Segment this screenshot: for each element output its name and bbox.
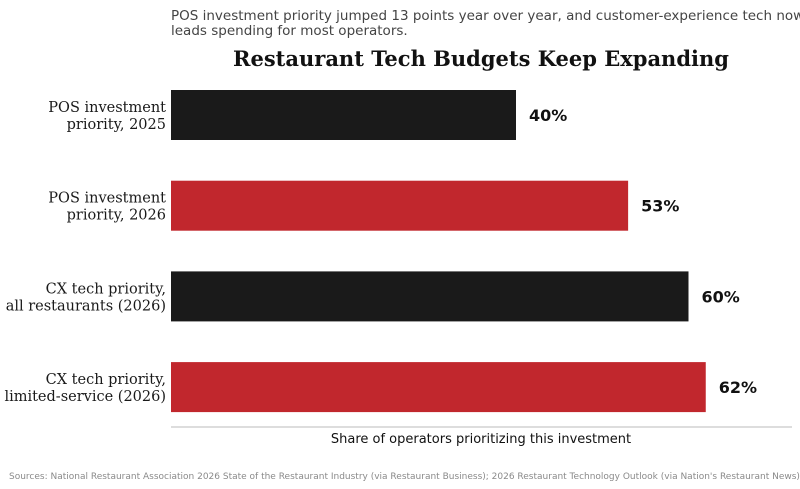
value-label-4: 62% [719,378,757,397]
chart-subtitle-line-1: POS investment priority jumped 13 points… [171,8,800,24]
value-label-1: 40% [529,106,567,125]
chart-subtitle-line-2: leads spending for most operators. [171,23,408,39]
source-note: Sources: National Restaurant Association… [9,472,800,482]
category-label-2-line-1: POS investment [48,191,166,207]
category-label-4-line-2: limited-service (2026) [4,389,166,405]
bar-2 [171,180,629,231]
category-label-1-line-1: POS investment [48,100,166,116]
chart-title: Restaurant Tech Budgets Keep Expanding [233,46,729,71]
category-label-2-line-2: priority, 2026 [67,208,166,224]
value-label-3: 60% [702,287,740,306]
category-label-3-line-2: all restaurants (2026) [6,298,166,314]
category-label-3-line-1: CX tech priority, [46,281,166,297]
bar-4 [171,362,706,413]
bar-1 [171,90,516,140]
x-axis-label: Share of operators prioritizing this inv… [331,432,631,447]
bar-3 [171,271,689,322]
category-label-1-line-2: priority, 2025 [67,117,166,133]
category-label-4-line-1: CX tech priority, [46,372,166,388]
value-label-2: 53% [641,197,679,216]
